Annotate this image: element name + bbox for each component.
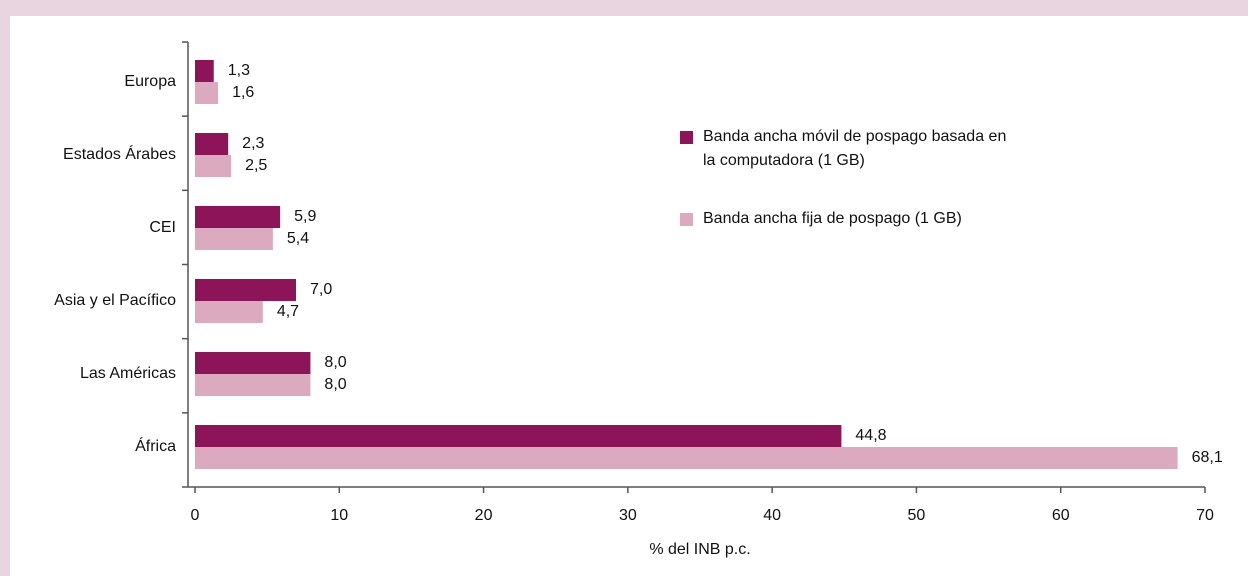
x-tick-label: 50: [908, 507, 926, 524]
value-label: 8,0: [324, 354, 346, 371]
legend-label: Banda ancha fija de pospago (1 GB): [703, 210, 962, 227]
value-label: 8,0: [324, 376, 346, 393]
y-tick-label: Asia y el Pacífico: [54, 292, 176, 309]
value-label: 68,1: [1192, 449, 1223, 466]
bar: [195, 279, 296, 301]
bar: [195, 82, 219, 104]
bar: [195, 301, 263, 323]
bar: [195, 447, 1178, 469]
legend-label: Banda ancha móvil de pospago basada en l…: [703, 128, 1007, 169]
value-label: 5,4: [287, 230, 309, 247]
bar: [195, 374, 311, 396]
value-label: 2,5: [245, 157, 267, 174]
value-label: 7,0: [310, 281, 332, 298]
x-tick-label: 20: [475, 507, 493, 524]
y-tick-label: Las Américas: [80, 365, 176, 382]
value-label: 1,6: [232, 84, 254, 101]
bar: [195, 228, 273, 250]
bar: [195, 133, 229, 155]
bar: [195, 155, 232, 177]
bar: [195, 206, 281, 228]
y-tick-label: África: [135, 436, 176, 455]
x-axis-label: % del INB p.c.: [649, 541, 750, 558]
value-label: 4,7: [277, 303, 299, 320]
value-label: 2,3: [242, 135, 264, 152]
value-label: 44,8: [855, 427, 886, 444]
legend-item: Banda ancha móvil de pospago basada en l…: [680, 128, 1023, 173]
x-tick-label: 0: [191, 507, 200, 524]
value-label: 5,9: [294, 208, 316, 225]
y-tick-label: Estados Árabes: [63, 144, 176, 163]
y-tick-label: CEI: [149, 219, 176, 236]
legend-swatch: [680, 131, 693, 144]
bar: [195, 425, 842, 447]
bar: [195, 60, 214, 82]
x-tick-label: 10: [330, 507, 348, 524]
x-tick-label: 70: [1196, 507, 1214, 524]
bar: [195, 352, 311, 374]
legend-swatch: [680, 213, 693, 226]
x-tick-label: 40: [763, 507, 781, 524]
x-tick-label: 30: [619, 507, 637, 524]
legend-item: Banda ancha fija de pospago (1 GB): [680, 210, 1023, 231]
value-label: 1,3: [228, 62, 250, 79]
y-tick-label: Europa: [124, 73, 176, 90]
x-tick-label: 60: [1052, 507, 1070, 524]
